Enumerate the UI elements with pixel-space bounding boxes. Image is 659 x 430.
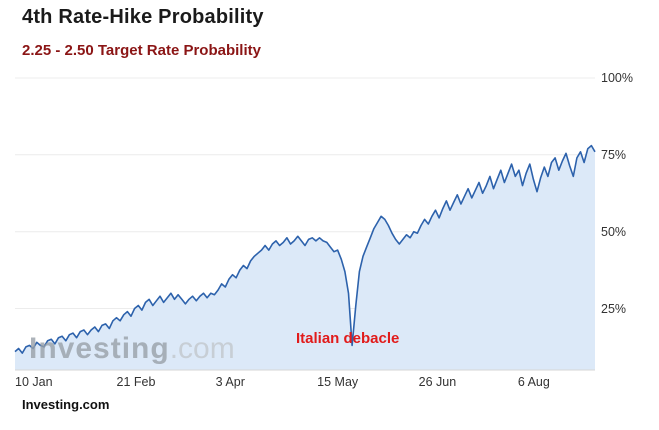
x-axis: 10 Jan 21 Feb 3 Apr 15 May 26 Jun 6 Aug: [15, 375, 615, 391]
x-axis-label: 6 Aug: [517, 375, 550, 389]
x-axis-label: 26 Jun: [418, 375, 457, 389]
annotation-italian-debacle: Italian debacle: [296, 330, 400, 347]
source-credit: Investing.com: [22, 397, 110, 412]
chart-plot-area: Investing.com Italian debacle: [14, 77, 596, 371]
x-axis-label: 3 Apr: [215, 375, 245, 389]
x-axis-label: 10 Jan: [15, 375, 53, 389]
page-title: 4th Rate-Hike Probability: [22, 6, 264, 28]
y-axis-label: 25%: [601, 301, 627, 316]
y-axis: 100% 75% 50% 25%: [601, 71, 658, 370]
x-axis-label: 21 Feb: [116, 375, 156, 389]
y-axis-label: 75%: [601, 147, 627, 162]
x-axis-label: 15 May: [317, 375, 359, 389]
chart-subtitle: 2.25 - 2.50 Target Rate Probability: [22, 42, 261, 59]
y-axis-label: 100%: [601, 71, 633, 85]
y-axis-label: 50%: [601, 224, 627, 239]
probability-area-chart: [14, 77, 596, 371]
